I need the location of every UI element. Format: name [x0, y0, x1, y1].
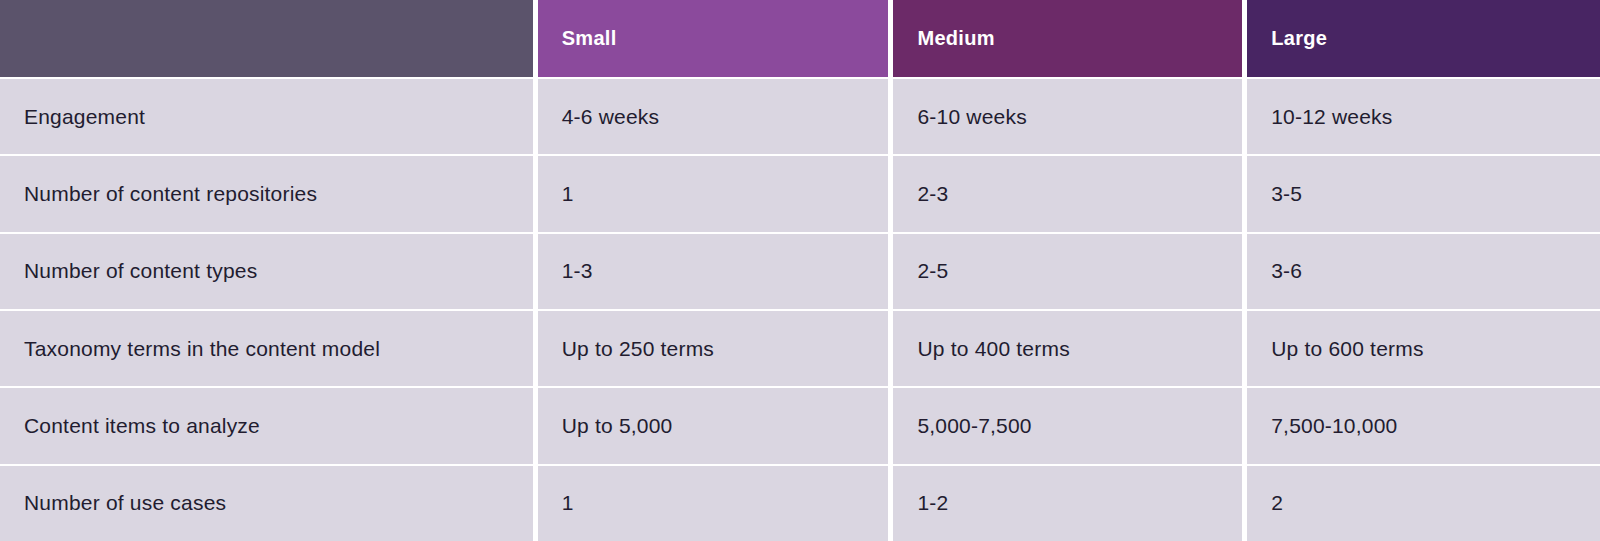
value-cell-taxonomy-small: Up to 250 terms: [538, 311, 889, 386]
value-cell-types-medium: 2-5: [893, 234, 1242, 309]
value-cell-engagement-medium: 6-10 weeks: [893, 79, 1242, 154]
row-label-taxonomy-terms: Taxonomy terms in the content model: [0, 311, 533, 386]
column-header-small: Small: [538, 0, 889, 77]
corner-header-cell: [0, 0, 533, 77]
row-label-engagement: Engagement: [0, 79, 533, 154]
value-cell-items-large: 7,500-10,000: [1247, 388, 1600, 463]
value-cell-repositories-small: 1: [538, 156, 889, 231]
row-label-content-types: Number of content types: [0, 234, 533, 309]
tier-comparison-table: Small Medium Large Engagement 4-6 weeks …: [0, 0, 1600, 541]
value-cell-repositories-medium: 2-3: [893, 156, 1242, 231]
value-cell-items-medium: 5,000-7,500: [893, 388, 1242, 463]
row-label-content-repositories: Number of content repositories: [0, 156, 533, 231]
value-cell-engagement-small: 4-6 weeks: [538, 79, 889, 154]
value-cell-use-cases-large: 2: [1247, 466, 1600, 541]
value-cell-types-small: 1-3: [538, 234, 889, 309]
value-cell-types-large: 3-6: [1247, 234, 1600, 309]
value-cell-repositories-large: 3-5: [1247, 156, 1600, 231]
value-cell-taxonomy-medium: Up to 400 terms: [893, 311, 1242, 386]
value-cell-use-cases-small: 1: [538, 466, 889, 541]
value-cell-taxonomy-large: Up to 600 terms: [1247, 311, 1600, 386]
column-header-large: Large: [1247, 0, 1600, 77]
column-header-medium: Medium: [893, 0, 1242, 77]
value-cell-items-small: Up to 5,000: [538, 388, 889, 463]
value-cell-use-cases-medium: 1-2: [893, 466, 1242, 541]
row-label-content-items: Content items to analyze: [0, 388, 533, 463]
value-cell-engagement-large: 10-12 weeks: [1247, 79, 1600, 154]
row-label-use-cases: Number of use cases: [0, 466, 533, 541]
